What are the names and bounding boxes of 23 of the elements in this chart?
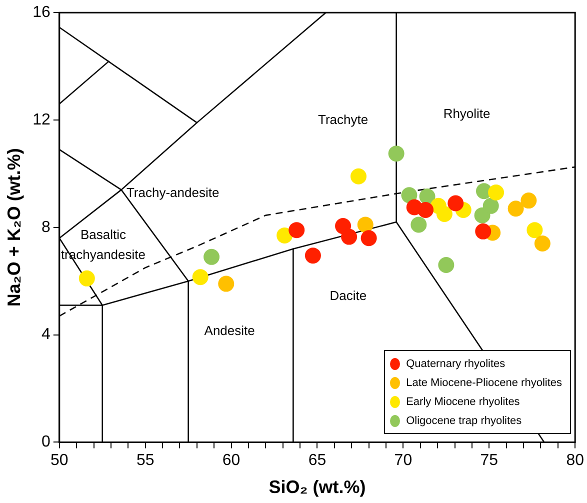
annotation: Dacite: [330, 287, 367, 306]
y-tick-label: 12: [32, 111, 50, 128]
legend-label: Early Miocene rhyolites: [406, 396, 520, 408]
annotation: Andesite: [204, 322, 255, 340]
x-tick-label: 60: [222, 452, 240, 470]
annotation: Rhyolite: [443, 104, 490, 123]
legend-label: Oligocene trap rhyolites: [406, 414, 522, 427]
annotation: Trachyte: [318, 111, 368, 129]
y-tick-label: 0: [41, 434, 50, 451]
y-tick-label: 16: [32, 4, 50, 22]
annotation: Trachy-andesite: [126, 184, 220, 202]
x-tick-label: 50: [50, 452, 68, 470]
legend-label: Late Miocene-Pliocene rhyolites: [406, 376, 562, 389]
x-tick-label: 80: [566, 452, 584, 470]
y-tick-label: 4: [41, 326, 50, 344]
x-tick-label: 70: [394, 452, 412, 470]
x-tick-label: 55: [136, 452, 154, 470]
x-tick-label: 65: [308, 452, 326, 470]
y-axis-title: Na₂O + K₂O (wt.%): [4, 148, 24, 307]
y-tick-label: 8: [41, 218, 50, 236]
x-axis-title: SiO₂ (wt.%): [268, 477, 366, 498]
x-tick-label: 75: [480, 452, 498, 470]
legend-label: Quaternary rhyolites: [406, 358, 506, 370]
